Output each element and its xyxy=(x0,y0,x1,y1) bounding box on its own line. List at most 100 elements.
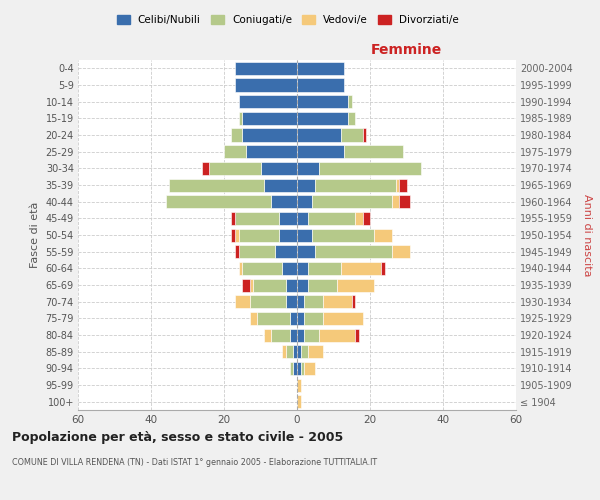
Bar xyxy=(304,328,319,342)
Bar xyxy=(286,278,297,291)
Y-axis label: Anni di nascita: Anni di nascita xyxy=(583,194,592,276)
Bar xyxy=(362,128,367,141)
Bar xyxy=(166,195,271,208)
Bar xyxy=(297,278,308,291)
Bar xyxy=(297,95,348,108)
Bar xyxy=(308,345,323,358)
Bar xyxy=(293,362,297,375)
Bar xyxy=(297,112,348,125)
Bar xyxy=(290,312,297,325)
Bar xyxy=(271,195,297,208)
Bar xyxy=(319,328,355,342)
Bar xyxy=(290,362,293,375)
Bar xyxy=(257,312,290,325)
Bar xyxy=(297,312,304,325)
Bar xyxy=(293,345,297,358)
Bar xyxy=(235,228,239,241)
Bar xyxy=(297,295,304,308)
Bar xyxy=(348,112,355,125)
Bar xyxy=(239,112,242,125)
Bar xyxy=(264,178,297,192)
Bar xyxy=(242,262,283,275)
Bar xyxy=(301,362,304,375)
Text: COMUNE DI VILLA RENDENA (TN) - Dati ISTAT 1° gennaio 2005 - Elaborazione TUTTITA: COMUNE DI VILLA RENDENA (TN) - Dati ISTA… xyxy=(12,458,377,467)
Bar xyxy=(304,362,315,375)
Bar xyxy=(235,212,279,225)
Bar xyxy=(242,278,250,291)
Bar xyxy=(374,228,392,241)
Bar xyxy=(242,128,297,141)
Bar xyxy=(297,78,344,92)
Bar xyxy=(395,178,399,192)
Bar xyxy=(169,178,264,192)
Bar xyxy=(341,128,362,141)
Bar xyxy=(311,228,374,241)
Bar xyxy=(286,295,297,308)
Bar xyxy=(253,278,286,291)
Bar xyxy=(297,245,315,258)
Bar xyxy=(297,62,344,75)
Bar xyxy=(224,145,246,158)
Bar xyxy=(392,245,410,258)
Bar xyxy=(279,212,297,225)
Bar xyxy=(283,262,297,275)
Bar xyxy=(235,295,250,308)
Bar xyxy=(362,212,370,225)
Bar xyxy=(297,212,308,225)
Bar xyxy=(344,145,403,158)
Bar xyxy=(297,145,344,158)
Bar xyxy=(271,328,290,342)
Bar xyxy=(301,345,308,358)
Bar xyxy=(239,95,297,108)
Bar xyxy=(352,295,355,308)
Bar xyxy=(315,245,392,258)
Bar xyxy=(250,295,286,308)
Bar xyxy=(297,128,341,141)
Bar xyxy=(264,328,271,342)
Bar xyxy=(297,178,315,192)
Bar xyxy=(323,312,362,325)
Bar xyxy=(315,178,395,192)
Bar xyxy=(246,145,297,158)
Bar xyxy=(283,345,286,358)
Bar xyxy=(399,178,407,192)
Bar xyxy=(319,162,421,175)
Bar xyxy=(304,312,323,325)
Bar xyxy=(239,262,242,275)
Bar xyxy=(348,95,352,108)
Bar xyxy=(297,378,301,392)
Bar xyxy=(275,245,297,258)
Bar xyxy=(337,278,374,291)
Bar xyxy=(297,262,308,275)
Bar xyxy=(209,162,260,175)
Bar xyxy=(341,262,381,275)
Text: Femmine: Femmine xyxy=(371,42,442,56)
Bar xyxy=(308,262,341,275)
Bar xyxy=(355,212,362,225)
Bar xyxy=(399,195,410,208)
Bar xyxy=(297,362,301,375)
Bar xyxy=(260,162,297,175)
Bar xyxy=(250,312,257,325)
Bar xyxy=(297,345,301,358)
Bar xyxy=(297,228,311,241)
Bar xyxy=(250,278,253,291)
Bar xyxy=(232,228,235,241)
Bar xyxy=(235,245,239,258)
Bar xyxy=(290,328,297,342)
Bar xyxy=(202,162,209,175)
Bar xyxy=(297,395,301,408)
Bar xyxy=(308,212,355,225)
Bar xyxy=(381,262,385,275)
Text: Popolazione per età, sesso e stato civile - 2005: Popolazione per età, sesso e stato civil… xyxy=(12,431,343,444)
Bar xyxy=(297,328,304,342)
Bar xyxy=(323,295,352,308)
Y-axis label: Fasce di età: Fasce di età xyxy=(30,202,40,268)
Bar xyxy=(392,195,399,208)
Bar xyxy=(311,195,392,208)
Bar xyxy=(239,245,275,258)
Bar xyxy=(304,295,323,308)
Bar xyxy=(286,345,293,358)
Bar xyxy=(235,78,297,92)
Bar xyxy=(232,128,242,141)
